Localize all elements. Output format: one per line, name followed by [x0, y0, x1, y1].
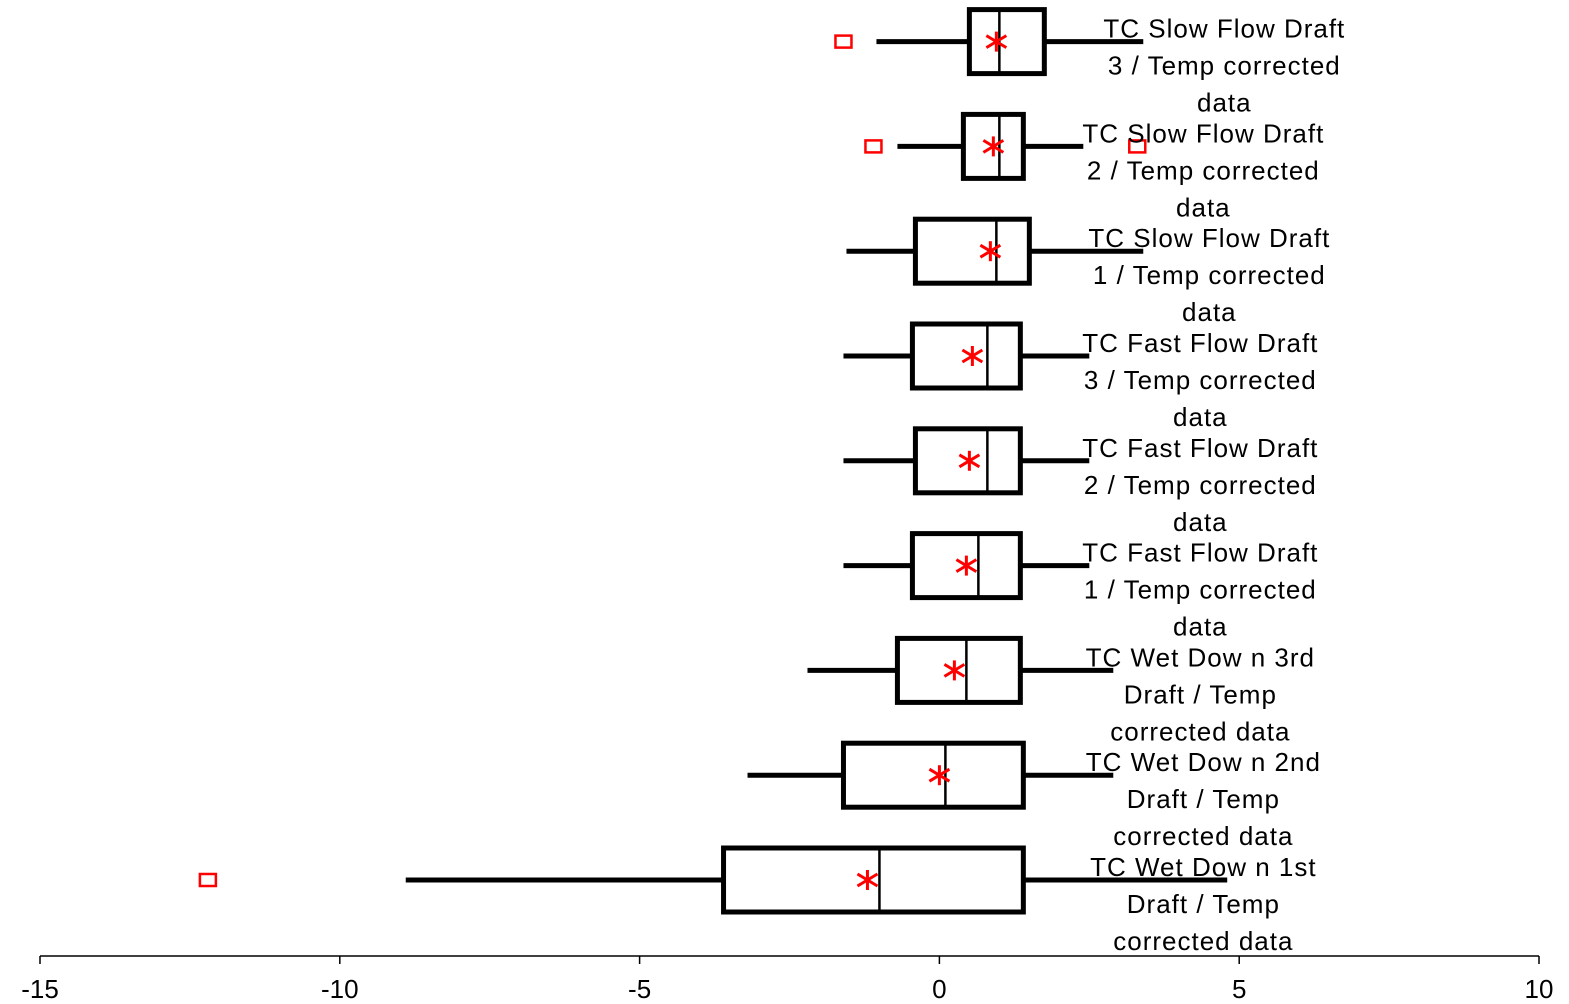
box-plot-row [198, 845, 1228, 915]
category-label-line: data [1197, 88, 1252, 118]
box-plot-row [747, 740, 1114, 810]
outlier-marker [1128, 139, 1147, 154]
category-label: TC Slow Flow Draft 3 / Temp corrected data [1103, 14, 1345, 118]
mean-marker [928, 765, 951, 786]
category-label: TC Slow Flow Draft 2 / Temp corrected data [1082, 118, 1324, 222]
category-label-line: data [1173, 402, 1228, 432]
iqr-box [721, 845, 1026, 915]
category-label: TC Wet Dow n 3rd Draft / Temp corrected da… [1086, 642, 1315, 746]
category-label-line: TC Slow Flow Draft [1103, 14, 1345, 44]
x-tick-label: 10 [1525, 974, 1554, 1004]
box-plot-row [843, 321, 1090, 391]
mean-marker [955, 555, 978, 576]
iqr-box [840, 740, 1026, 810]
iqr-box [960, 111, 1026, 181]
category-label-line: TC Wet Dow n 2nd [1086, 747, 1321, 777]
category-label: TC Fast Flow Draft 3 / Temp corrected data [1082, 328, 1318, 432]
box-plot-row [843, 531, 1090, 601]
iqr-box [966, 7, 1047, 77]
x-tick-label: -10 [321, 974, 359, 1004]
outlier-marker [834, 34, 853, 49]
iqr-box [894, 635, 1023, 705]
box-plot-row [834, 7, 1144, 77]
mean-marker [943, 660, 966, 681]
category-label: TC Fast Flow Draft 2 / Temp corrected data [1082, 433, 1318, 537]
box-series [198, 7, 1228, 915]
category-label-line: 1 / Temp corrected [1093, 260, 1326, 290]
box-plot-row [807, 635, 1114, 705]
mean-marker [958, 450, 981, 471]
x-tick-label: -5 [628, 974, 651, 1004]
box-plot-row [846, 216, 1144, 286]
category-label-line: data [1173, 507, 1228, 537]
x-axis: -15 -10 -5 0 5 10 [21, 955, 1554, 1004]
x-tick-label: -15 [21, 974, 59, 1004]
category-label-line: corrected data [1113, 821, 1293, 851]
mean-marker [856, 870, 879, 890]
iqr-box [909, 531, 1023, 601]
category-labels: TC Wet Dow n 1st Draft / Temp corrected da… [1082, 14, 1345, 956]
mean-marker [961, 346, 984, 366]
x-tick-label: 0 [932, 974, 946, 1004]
category-label-line: TC Wet Dow n 3rd [1086, 642, 1315, 672]
box-plot-row [864, 111, 1147, 181]
category-label-line: data [1182, 297, 1237, 327]
category-label: TC Fast Flow Draft 1 / Temp corrected data [1082, 538, 1318, 642]
x-tick-label: 5 [1232, 974, 1246, 1004]
category-label-line: Draft / Temp [1124, 679, 1277, 709]
category-label-line: data [1176, 192, 1231, 222]
category-label-line: TC Fast Flow Draft [1082, 538, 1318, 568]
outlier-marker [198, 872, 218, 888]
category-label-line: Draft / Temp [1127, 889, 1280, 919]
iqr-box [912, 426, 1023, 496]
outlier-marker [864, 139, 883, 154]
iqr-box [909, 321, 1023, 391]
iqr-box [912, 216, 1032, 286]
category-label-line: TC Wet Dow n 1st [1090, 852, 1316, 882]
category-label: TC Wet Dow n 1st Draft / Temp corrected da… [1090, 852, 1316, 956]
category-label: TC Wet Dow n 2nd Draft / Temp corrected da… [1086, 747, 1321, 851]
category-label-line: TC Fast Flow Draft [1082, 328, 1318, 358]
category-label-line: TC Slow Flow Draft [1082, 118, 1324, 148]
category-label-line: 3 / Temp corrected [1108, 51, 1341, 81]
box-plot-row [843, 426, 1090, 496]
mean-marker [982, 136, 1005, 157]
category-label-line: TC Fast Flow Draft [1082, 433, 1318, 463]
category-label-line: 1 / Temp corrected [1084, 575, 1317, 605]
category-label-line: TC Slow Flow Draft [1088, 223, 1330, 253]
mean-marker [979, 241, 1002, 262]
category-label-line: data [1173, 612, 1228, 642]
category-label: TC Slow Flow Draft 1 / Temp corrected data [1088, 223, 1330, 327]
category-label-line: corrected data [1113, 926, 1293, 956]
category-label-line: 3 / Temp corrected [1084, 365, 1317, 395]
category-label-line: corrected data [1110, 716, 1290, 746]
category-label-line: 2 / Temp corrected [1084, 470, 1317, 500]
mean-marker [985, 31, 1008, 52]
category-label-line: 2 / Temp corrected [1087, 155, 1320, 185]
category-label-line: Draft / Temp [1127, 784, 1280, 814]
